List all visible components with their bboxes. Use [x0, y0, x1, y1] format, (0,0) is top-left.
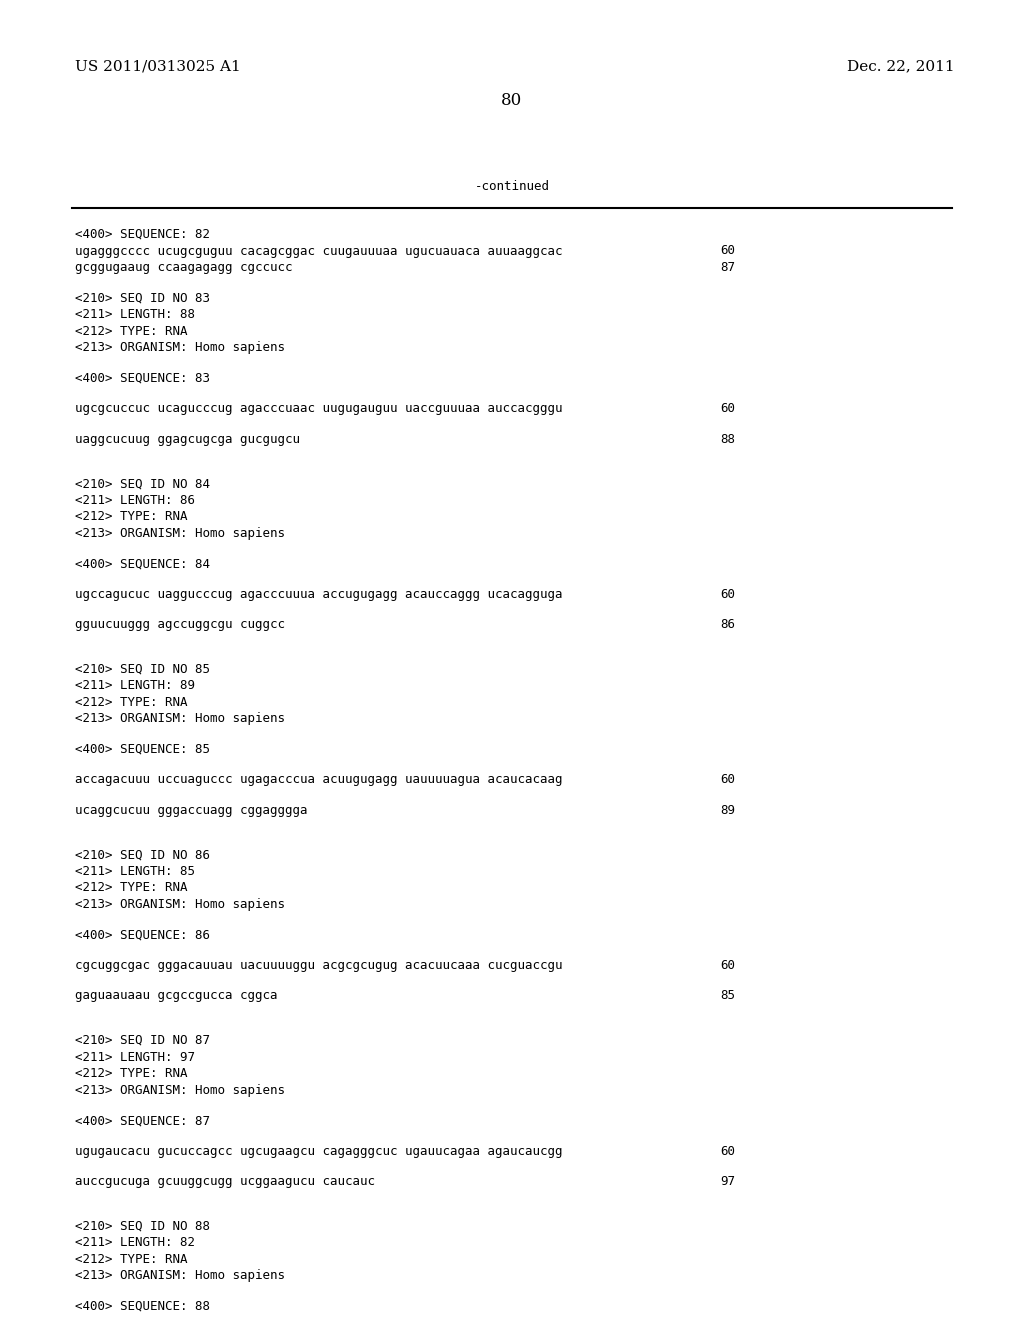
Text: 86: 86 [720, 618, 735, 631]
Text: <212> TYPE: RNA: <212> TYPE: RNA [75, 325, 187, 338]
Text: <213> ORGANISM: Homo sapiens: <213> ORGANISM: Homo sapiens [75, 713, 285, 725]
Text: <213> ORGANISM: Homo sapiens: <213> ORGANISM: Homo sapiens [75, 527, 285, 540]
Text: <212> TYPE: RNA: <212> TYPE: RNA [75, 1067, 187, 1080]
Text: <211> LENGTH: 85: <211> LENGTH: 85 [75, 865, 195, 878]
Text: <400> SEQUENCE: 82: <400> SEQUENCE: 82 [75, 228, 210, 242]
Text: accagacuuu uccuaguccc ugagacccua acuugugagg uauuuuagua acaucacaag: accagacuuu uccuaguccc ugagacccua acuugug… [75, 774, 562, 787]
Text: US 2011/0313025 A1: US 2011/0313025 A1 [75, 59, 241, 73]
Text: <212> TYPE: RNA: <212> TYPE: RNA [75, 510, 187, 523]
Text: <210> SEQ ID NO 86: <210> SEQ ID NO 86 [75, 849, 210, 862]
Text: 60: 60 [720, 958, 735, 972]
Text: ugagggcccc ucugcguguu cacagcggac cuugauuuaa ugucuauaca auuaaggcac: ugagggcccc ucugcguguu cacagcggac cuugauu… [75, 244, 562, 257]
Text: -continued: -continued [474, 180, 550, 193]
Text: <400> SEQUENCE: 86: <400> SEQUENCE: 86 [75, 928, 210, 941]
Text: gaguaauaau gcgccgucca cggca: gaguaauaau gcgccgucca cggca [75, 990, 278, 1002]
Text: <213> ORGANISM: Homo sapiens: <213> ORGANISM: Homo sapiens [75, 1084, 285, 1097]
Text: <400> SEQUENCE: 83: <400> SEQUENCE: 83 [75, 371, 210, 384]
Text: <211> LENGTH: 86: <211> LENGTH: 86 [75, 494, 195, 507]
Text: 60: 60 [720, 587, 735, 601]
Text: ugccagucuc uaggucccug agacccuuua accugugagg acauccaggg ucacagguga: ugccagucuc uaggucccug agacccuuua accugug… [75, 587, 562, 601]
Text: <400> SEQUENCE: 84: <400> SEQUENCE: 84 [75, 557, 210, 570]
Text: 85: 85 [720, 990, 735, 1002]
Text: <400> SEQUENCE: 88: <400> SEQUENCE: 88 [75, 1300, 210, 1312]
Text: 60: 60 [720, 774, 735, 787]
Text: 87: 87 [720, 261, 735, 275]
Text: <210> SEQ ID NO 85: <210> SEQ ID NO 85 [75, 663, 210, 676]
Text: 60: 60 [720, 244, 735, 257]
Text: <210> SEQ ID NO 88: <210> SEQ ID NO 88 [75, 1220, 210, 1233]
Text: 80: 80 [502, 92, 522, 110]
Text: cgcuggcgac gggacauuau uacuuuuggu acgcgcugug acacuucaaa cucguaccgu: cgcuggcgac gggacauuau uacuuuuggu acgcgcu… [75, 958, 562, 972]
Text: ugugaucacu gucuccagcc ugcugaagcu cagagggcuc ugauucagaa agaucaucgg: ugugaucacu gucuccagcc ugcugaagcu cagaggg… [75, 1144, 562, 1158]
Text: gguucuuggg agccuggcgu cuggcc: gguucuuggg agccuggcgu cuggcc [75, 618, 285, 631]
Text: 89: 89 [720, 804, 735, 817]
Text: <211> LENGTH: 82: <211> LENGTH: 82 [75, 1236, 195, 1249]
Text: 60: 60 [720, 403, 735, 414]
Text: 88: 88 [720, 433, 735, 446]
Text: <210> SEQ ID NO 84: <210> SEQ ID NO 84 [75, 477, 210, 490]
Text: <211> LENGTH: 89: <211> LENGTH: 89 [75, 680, 195, 692]
Text: <213> ORGANISM: Homo sapiens: <213> ORGANISM: Homo sapiens [75, 898, 285, 911]
Text: <212> TYPE: RNA: <212> TYPE: RNA [75, 696, 187, 709]
Text: <213> ORGANISM: Homo sapiens: <213> ORGANISM: Homo sapiens [75, 1269, 285, 1282]
Text: <210> SEQ ID NO 83: <210> SEQ ID NO 83 [75, 292, 210, 305]
Text: ugcgcuccuc ucagucccug agacccuaac uugugauguu uaccguuuaa auccacgggu: ugcgcuccuc ucagucccug agacccuaac uugugau… [75, 403, 562, 414]
Text: uaggcucuug ggagcugcga gucgugcu: uaggcucuug ggagcugcga gucgugcu [75, 433, 300, 446]
Text: <211> LENGTH: 88: <211> LENGTH: 88 [75, 308, 195, 321]
Text: <400> SEQUENCE: 85: <400> SEQUENCE: 85 [75, 743, 210, 756]
Text: gcggugaaug ccaagagagg cgccucc: gcggugaaug ccaagagagg cgccucc [75, 261, 293, 275]
Text: <211> LENGTH: 97: <211> LENGTH: 97 [75, 1051, 195, 1064]
Text: <212> TYPE: RNA: <212> TYPE: RNA [75, 882, 187, 895]
Text: <212> TYPE: RNA: <212> TYPE: RNA [75, 1253, 187, 1266]
Text: Dec. 22, 2011: Dec. 22, 2011 [848, 59, 955, 73]
Text: <400> SEQUENCE: 87: <400> SEQUENCE: 87 [75, 1114, 210, 1127]
Text: 60: 60 [720, 1144, 735, 1158]
Text: 97: 97 [720, 1175, 735, 1188]
Text: <210> SEQ ID NO 87: <210> SEQ ID NO 87 [75, 1034, 210, 1047]
Text: ucaggcucuu gggaccuagg cggagggga: ucaggcucuu gggaccuagg cggagggga [75, 804, 307, 817]
Text: auccgucuga gcuuggcugg ucggaagucu caucauc: auccgucuga gcuuggcugg ucggaagucu caucauc [75, 1175, 375, 1188]
Text: <213> ORGANISM: Homo sapiens: <213> ORGANISM: Homo sapiens [75, 341, 285, 354]
